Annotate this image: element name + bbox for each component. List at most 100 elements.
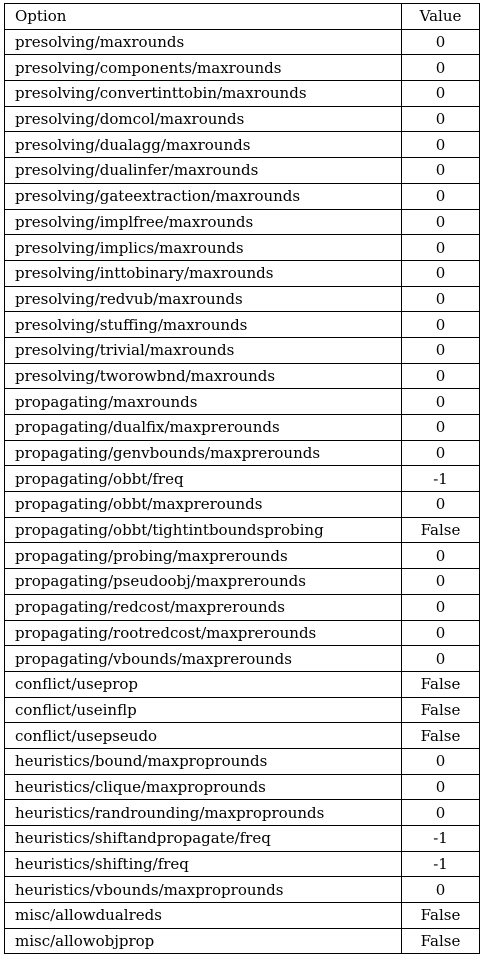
option-cell: presolving/implics/maxrounds (4, 234, 402, 261)
option-cell: conflict/usepseudo (4, 722, 402, 749)
option-cell: heuristics/bound/maxproprounds (4, 747, 402, 775)
table-row: presolving/implfree/maxrounds 0 (4, 208, 480, 236)
option-cell: presolving/redvub/maxrounds (4, 285, 402, 313)
option-cell: heuristics/vbounds/maxproprounds (4, 876, 402, 904)
table-row: heuristics/shifting/freq -1 (4, 850, 480, 878)
table-row: presolving/dualagg/maxrounds 0 (4, 131, 480, 159)
value-cell: -1 (401, 465, 480, 493)
value-column-header: Value (401, 3, 480, 30)
table-row: conflict/useinflp False (4, 696, 480, 724)
table-row: propagating/probing/maxprerounds 0 (4, 542, 480, 570)
value-cell: 0 (401, 285, 480, 313)
table-row: presolving/redvub/maxrounds 0 (4, 285, 480, 313)
table-row: conflict/useprop False (4, 670, 480, 698)
option-cell: misc/allowobjprop (4, 927, 402, 955)
value-cell: False (401, 902, 480, 929)
value-cell: 0 (401, 208, 480, 236)
option-cell: propagating/redcost/maxprerounds (4, 593, 402, 621)
table-row: propagating/vbounds/maxprerounds 0 (4, 645, 480, 672)
value-cell: 0 (401, 645, 480, 672)
option-cell: heuristics/shifting/freq (4, 850, 402, 878)
option-cell: propagating/probing/maxprerounds (4, 542, 402, 570)
table-body: presolving/maxrounds 0 presolving/componen… (4, 28, 480, 955)
table-row: presolving/maxrounds 0 (4, 28, 480, 56)
option-cell: presolving/tworowbnd/maxrounds (4, 362, 402, 390)
table-row: presolving/convertinttobin/maxrounds 0 (4, 80, 480, 107)
option-cell: propagating/pseudoobj/maxprerounds (4, 568, 402, 595)
option-cell: heuristics/clique/maxproprounds (4, 773, 402, 801)
table-row: misc/allowdualreds False (4, 902, 480, 929)
value-cell: 0 (401, 491, 480, 518)
table-row: presolving/implics/maxrounds 0 (4, 234, 480, 261)
option-cell: presolving/gateextraction/maxrounds (4, 182, 402, 210)
option-cell: presolving/implfree/maxrounds (4, 208, 402, 236)
table-row: propagating/redcost/maxprerounds 0 (4, 593, 480, 621)
table-row: propagating/rootredcost/maxprerounds 0 (4, 619, 480, 647)
table-row: heuristics/bound/maxproprounds 0 (4, 747, 480, 775)
value-cell: 0 (401, 105, 480, 133)
option-cell: propagating/obbt/maxprerounds (4, 491, 402, 518)
option-cell: propagating/dualfix/maxprerounds (4, 414, 402, 441)
table-row: propagating/obbt/tightintboundsprobing Fa… (4, 516, 480, 544)
option-cell: presolving/convertinttobin/maxrounds (4, 80, 402, 107)
value-cell: 0 (401, 619, 480, 647)
option-cell: presolving/dualagg/maxrounds (4, 131, 402, 159)
option-cell: heuristics/randrounding/maxproprounds (4, 799, 402, 826)
option-cell: presolving/stuffing/maxrounds (4, 311, 402, 338)
table-row: presolving/stuffing/maxrounds 0 (4, 311, 480, 338)
option-cell: propagating/maxrounds (4, 388, 402, 415)
value-cell: 0 (401, 876, 480, 904)
table-row: presolving/gateextraction/maxrounds 0 (4, 182, 480, 210)
table-row: propagating/maxrounds 0 (4, 388, 480, 415)
table-row: heuristics/vbounds/maxproprounds 0 (4, 876, 480, 904)
value-cell: 0 (401, 568, 480, 595)
table-row: heuristics/shiftandpropagate/freq -1 (4, 825, 480, 852)
option-cell: misc/allowdualreds (4, 902, 402, 929)
table-row: propagating/obbt/maxprerounds 0 (4, 491, 480, 518)
option-column-header: Option (4, 3, 402, 30)
value-cell: 0 (401, 593, 480, 621)
value-cell: 0 (401, 234, 480, 261)
table-row: presolving/domcol/maxrounds 0 (4, 105, 480, 133)
table-row: heuristics/clique/maxproprounds 0 (4, 773, 480, 801)
value-cell: 0 (401, 747, 480, 775)
table-row: propagating/genvbounds/maxprerounds 0 (4, 439, 480, 467)
value-cell: 0 (401, 799, 480, 826)
table-row: presolving/trivial/maxrounds 0 (4, 336, 480, 364)
value-cell: -1 (401, 825, 480, 852)
option-cell: conflict/useprop (4, 670, 402, 698)
value-cell: 0 (401, 259, 480, 287)
value-cell: False (401, 696, 480, 724)
table-row: propagating/obbt/freq -1 (4, 465, 480, 493)
value-cell: 0 (401, 414, 480, 441)
option-cell: propagating/vbounds/maxprerounds (4, 645, 402, 672)
option-cell: presolving/domcol/maxrounds (4, 105, 402, 133)
table-row: misc/allowobjprop False (4, 927, 480, 955)
value-cell: False (401, 722, 480, 749)
table-row: conflict/usepseudo False (4, 722, 480, 749)
table-row: propagating/pseudoobj/maxprerounds 0 (4, 568, 480, 595)
table-row: presolving/dualinfer/maxrounds 0 (4, 157, 480, 184)
value-cell: 0 (401, 773, 480, 801)
option-cell: propagating/obbt/tightintboundsprobing (4, 516, 402, 544)
value-cell: 0 (401, 362, 480, 390)
table-row: presolving/components/maxrounds 0 (4, 54, 480, 82)
value-cell: 0 (401, 542, 480, 570)
option-cell: presolving/trivial/maxrounds (4, 336, 402, 364)
option-cell: propagating/obbt/freq (4, 465, 402, 493)
option-cell: presolving/dualinfer/maxrounds (4, 157, 402, 184)
value-cell: False (401, 670, 480, 698)
table-row: presolving/inttobinary/maxrounds 0 (4, 259, 480, 287)
value-cell: False (401, 516, 480, 544)
value-cell: -1 (401, 850, 480, 878)
option-cell: presolving/components/maxrounds (4, 54, 402, 82)
table-row: propagating/dualfix/maxprerounds 0 (4, 414, 480, 441)
value-cell: False (401, 927, 480, 955)
table-header-row: Option Value (4, 3, 480, 30)
option-cell: propagating/genvbounds/maxprerounds (4, 439, 402, 467)
value-cell: 0 (401, 54, 480, 82)
table-row: presolving/tworowbnd/maxrounds 0 (4, 362, 480, 390)
value-cell: 0 (401, 157, 480, 184)
value-cell: 0 (401, 28, 480, 56)
value-cell: 0 (401, 439, 480, 467)
